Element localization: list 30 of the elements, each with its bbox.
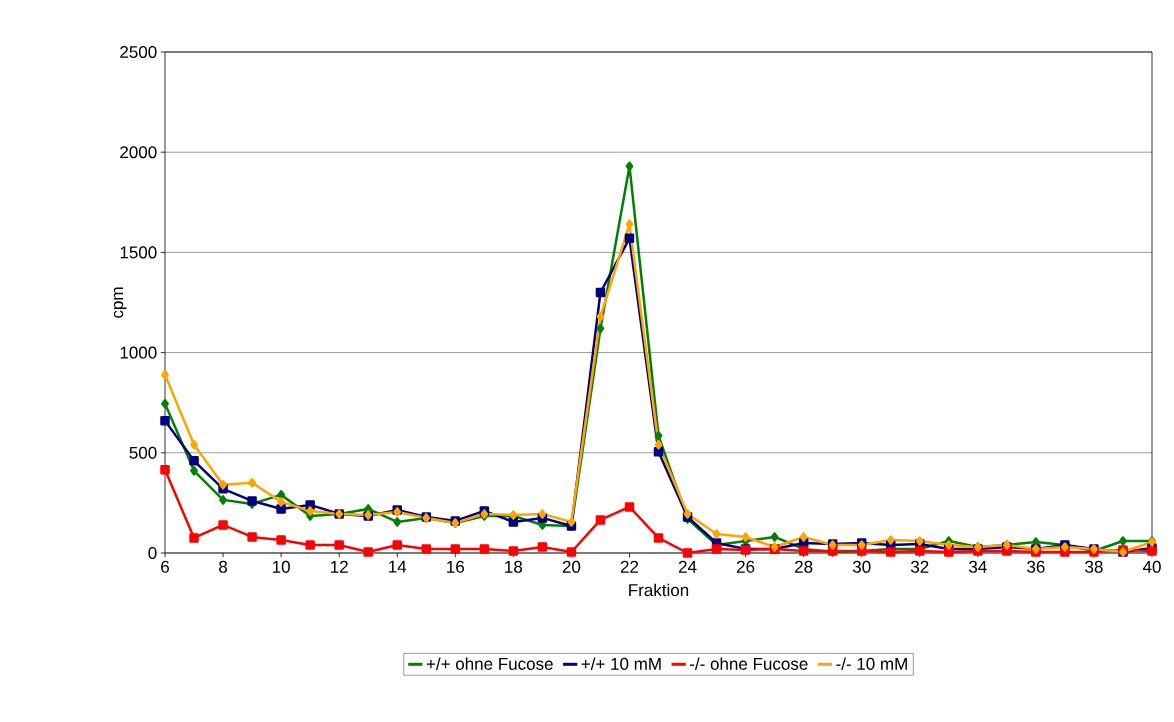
x-tick-label: 6 [161,560,169,573]
legend-label: +/+ ohne Fucose [426,657,553,670]
x-tick-label: 30 [852,560,871,573]
y-tick-label: 0 [148,546,157,560]
x-tick-label: 10 [272,560,290,573]
legend-label: -/- 10 mM [836,657,907,670]
x-tick-label: 32 [910,560,929,573]
x-axis-title: Fraktion [629,583,689,597]
y-tick-label: 2000 [120,146,157,159]
x-tick-label: 34 [969,560,987,573]
legend-label: +/+ 10 mM [581,657,661,670]
y-axis-title: cpm [113,287,127,318]
x-tick-label: 38 [1085,560,1103,573]
x-tick-label: 40 [1142,560,1161,573]
x-tick-label: 8 [219,560,228,573]
y-tick-label: 500 [129,446,157,459]
x-tick-label: 24 [678,560,697,573]
y-tick-label: 2500 [120,45,157,59]
legend-label: -/- ohne Fucose [690,657,808,670]
x-tick-label: 16 [447,560,464,573]
x-tick-label: 36 [1027,560,1045,573]
x-tick-label: 14 [389,560,407,573]
x-tick-label: 26 [737,560,755,573]
x-tick-label: 12 [331,560,348,573]
x-tick-label: 20 [562,560,581,573]
y-tick-label: 1500 [120,246,157,259]
y-tick-label: 1000 [120,346,157,359]
x-tick-label: 18 [505,560,523,573]
x-tick-label: 22 [620,560,639,573]
x-tick-label: 28 [795,560,813,573]
